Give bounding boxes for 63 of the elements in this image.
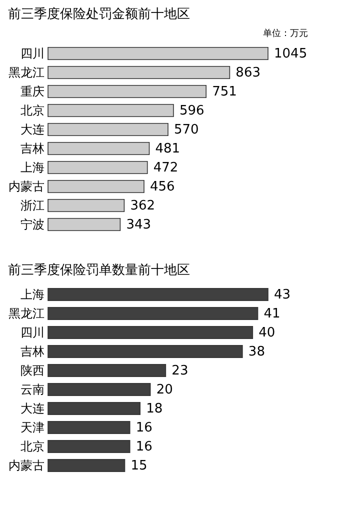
y-tick-label: 吉林	[20, 142, 44, 156]
y-tick-label: 宁波	[20, 218, 44, 232]
bar	[48, 288, 268, 302]
chart-title: 前三季度保险处罚金额前十地区	[8, 6, 190, 22]
bar	[48, 198, 125, 212]
data-label: 362	[130, 198, 156, 214]
data-label: 20	[156, 382, 173, 398]
y-tick-label: 大连	[20, 122, 44, 136]
y-tick-label: 内蒙古	[8, 458, 44, 472]
bar	[48, 160, 148, 174]
bar	[48, 180, 144, 194]
y-tick-label: 北京	[20, 104, 44, 118]
y-tick-label: 云南	[20, 382, 44, 396]
data-label: 23	[172, 364, 188, 378]
y-tick-label: 四川	[20, 326, 44, 340]
bar	[48, 458, 126, 472]
bar	[48, 46, 268, 60]
data-label: 596	[179, 104, 204, 118]
data-label: 456	[150, 180, 175, 194]
data-label: 18	[146, 402, 163, 416]
y-tick-label: 上海	[20, 288, 44, 302]
y-tick-label: 天津	[20, 420, 44, 434]
bar	[48, 382, 151, 396]
bar	[48, 104, 174, 118]
bar	[48, 84, 207, 98]
data-label: 751	[212, 84, 237, 100]
data-label: 481	[155, 142, 180, 156]
data-label: 1045	[274, 46, 308, 62]
data-label: 343	[126, 218, 152, 232]
bar	[48, 142, 150, 156]
data-label: 570	[174, 122, 199, 138]
bar	[48, 364, 166, 378]
bar	[48, 344, 243, 358]
y-tick-label: 黑龙江	[8, 66, 44, 80]
y-tick-label: 内蒙古	[8, 180, 44, 194]
text: 单位：万元	[263, 28, 308, 39]
y-tick-label: 大连	[20, 402, 44, 416]
bar	[48, 326, 254, 340]
y-tick-label: 陕西	[20, 364, 44, 378]
bar	[48, 440, 130, 454]
data-label: 16	[136, 420, 152, 436]
y-tick-label: 吉林	[20, 344, 44, 358]
y-tick-label: 黑龙江	[8, 306, 44, 320]
data-label: 472	[153, 160, 178, 176]
y-tick-label: 上海	[20, 160, 44, 174]
data-label: 15	[130, 458, 148, 474]
y-tick-label: 浙江	[20, 198, 44, 212]
y-tick-label: 四川	[20, 46, 44, 60]
bar	[48, 66, 230, 80]
data-label: 38	[248, 344, 265, 360]
bar	[48, 218, 121, 232]
chart-title: 前三季度保险罚单数量前十地区	[8, 262, 190, 278]
bar	[48, 122, 168, 136]
data-label: 863	[236, 66, 261, 80]
data-label: 40	[258, 326, 276, 340]
bar	[48, 306, 258, 320]
bar	[48, 402, 140, 416]
data-label: 41	[264, 306, 280, 322]
data-label: 43	[274, 288, 291, 302]
data-label: 16	[136, 440, 152, 454]
bar	[48, 420, 130, 434]
y-tick-label: 北京	[20, 440, 44, 454]
y-tick-label: 重庆	[20, 84, 44, 98]
